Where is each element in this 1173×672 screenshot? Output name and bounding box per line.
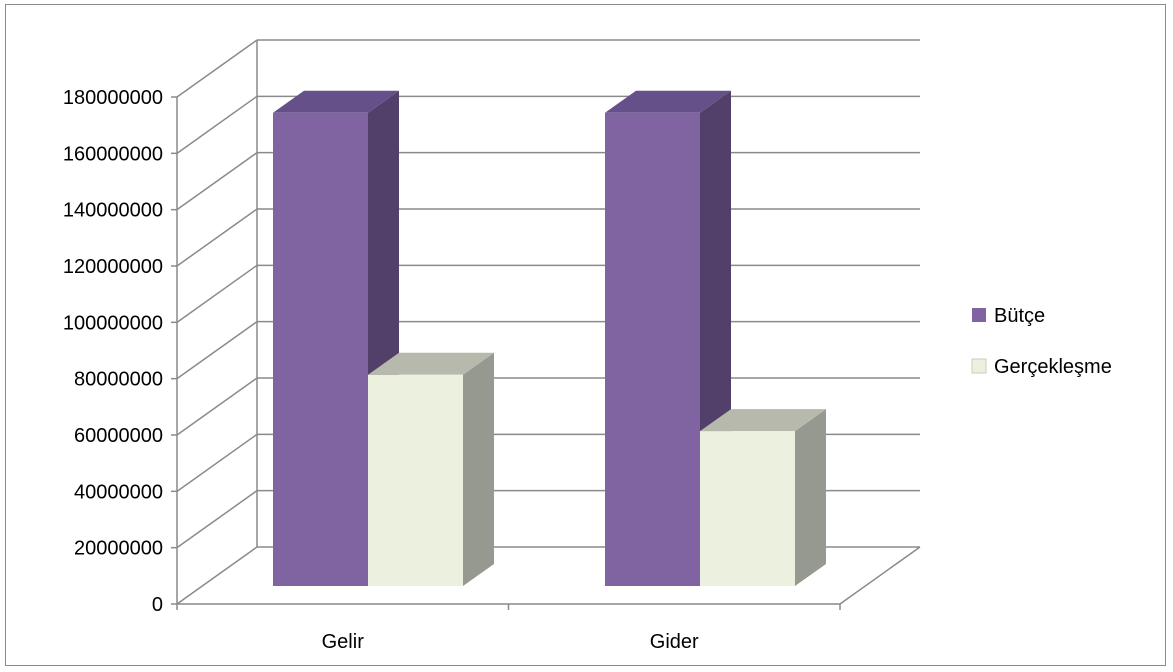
x-tick-labels: Gelir Gider bbox=[322, 631, 699, 653]
legend-swatch-butce bbox=[972, 308, 986, 322]
bar-gider-gerceklesme-side bbox=[795, 409, 826, 586]
gridline-side-20000000 bbox=[176, 490, 258, 549]
floor-right-edge bbox=[839, 546, 921, 605]
y-tick-label: 140000000 bbox=[63, 200, 163, 222]
y-tick-label: 0 bbox=[152, 594, 163, 616]
gridline-side-40000000 bbox=[176, 433, 258, 492]
chart-area bbox=[5, 4, 1166, 666]
y-tick-label: 60000000 bbox=[74, 425, 163, 447]
bar-gider-gerceklesme-top bbox=[700, 409, 826, 432]
y-tick-label: 80000000 bbox=[74, 369, 163, 391]
bar-gider-gerceklesme bbox=[700, 431, 795, 586]
gridline-side-180000000 bbox=[176, 39, 258, 98]
bar-gelir-butce bbox=[273, 112, 368, 587]
gridline-side-80000000 bbox=[176, 321, 258, 380]
y-tick-label: 160000000 bbox=[63, 143, 163, 165]
gridline-side-120000000 bbox=[176, 208, 258, 267]
y-tick-label: 180000000 bbox=[63, 87, 163, 109]
bar-gelir-butce-top bbox=[273, 90, 399, 113]
legend-label-gerceklesme: Gerçekleşme bbox=[994, 356, 1112, 378]
bar-gelir-gerceklesme bbox=[368, 374, 463, 586]
x-tick-label-gider: Gider bbox=[650, 631, 699, 653]
bars bbox=[273, 90, 826, 587]
gridline-side-100000000 bbox=[176, 264, 258, 323]
y-tick-label: 40000000 bbox=[74, 481, 163, 503]
legend-swatch-gerceklesme bbox=[971, 358, 987, 374]
y-tick-label: 100000000 bbox=[63, 312, 163, 334]
y-tick-label: 20000000 bbox=[74, 538, 163, 560]
gridline-side-60000000 bbox=[176, 377, 258, 436]
x-tick-label-gelir: Gelir bbox=[322, 631, 365, 653]
y-tick-label: 120000000 bbox=[63, 256, 163, 278]
bar-gider-butce bbox=[605, 112, 700, 587]
bar-gelir-gerceklesme-side bbox=[463, 352, 494, 586]
bar-gider-butce-top bbox=[605, 90, 731, 113]
gridline-side-160000000 bbox=[176, 95, 258, 154]
legend: Bütçe Gerçekleşme bbox=[971, 305, 1112, 378]
y-tick-labels: 0 20000000 40000000 60000000 80000000 1000000… bbox=[63, 87, 163, 616]
legend-label-butce: Bütçe bbox=[994, 305, 1045, 327]
gridline-side-0 bbox=[176, 546, 258, 605]
axes bbox=[171, 96, 921, 610]
bar-gelir-gerceklesme-top bbox=[368, 352, 494, 375]
gridline-side-140000000 bbox=[176, 152, 258, 211]
